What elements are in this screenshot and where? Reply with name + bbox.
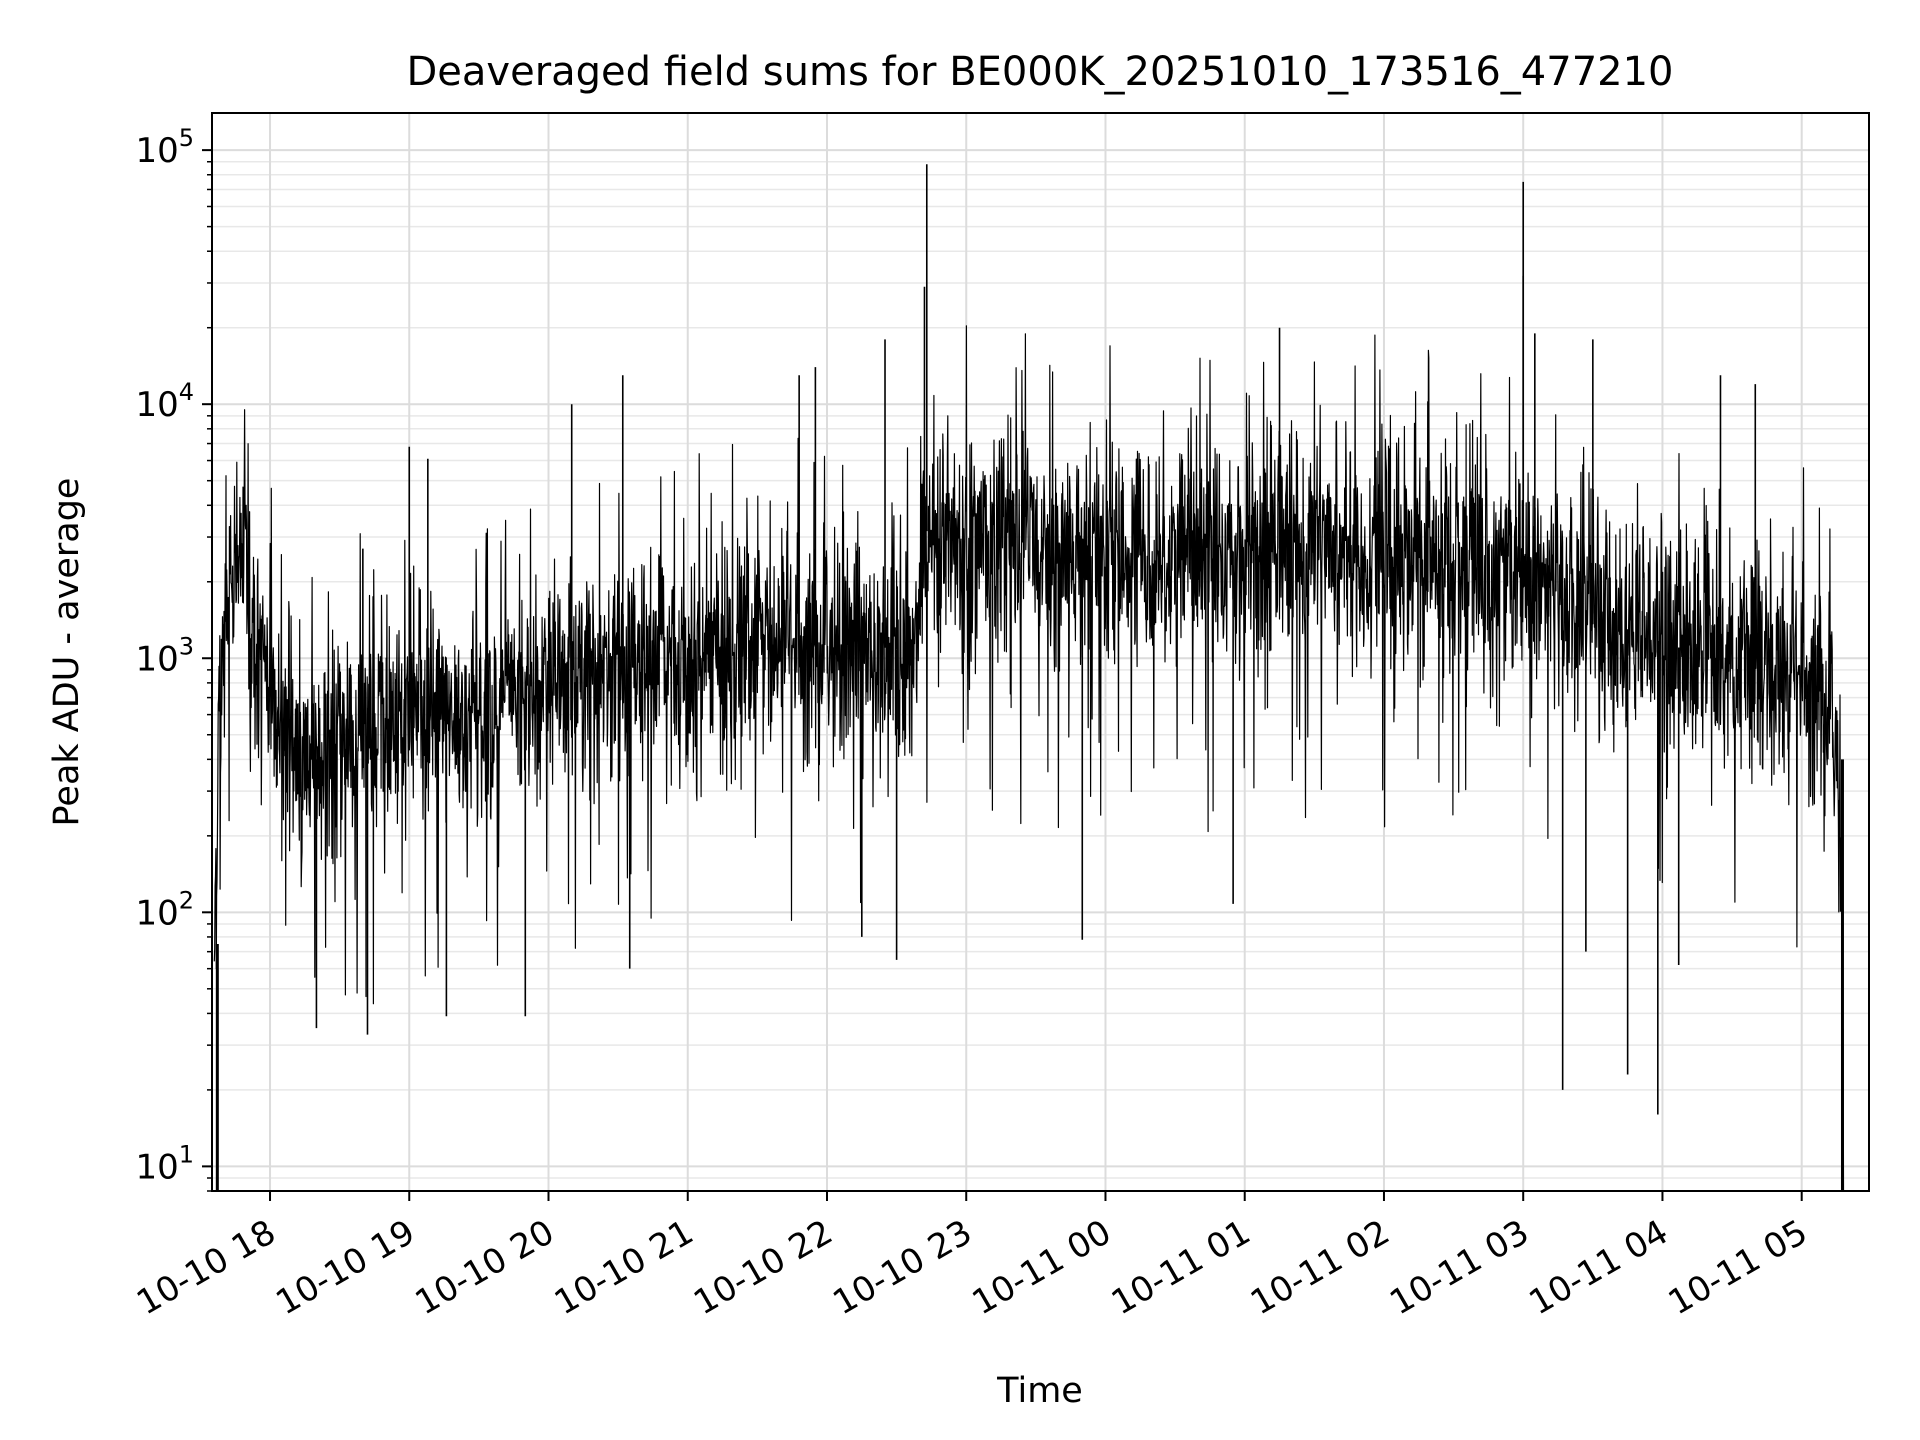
y-tick-label: 103 <box>135 632 194 679</box>
y-tick-label: 102 <box>135 886 194 933</box>
series-trace <box>213 325 1845 1191</box>
y-tick-label: 104 <box>135 378 194 425</box>
x-axis-label: Time <box>996 1371 1083 1411</box>
series-line <box>213 164 1845 1191</box>
plot-frame <box>211 112 1870 1192</box>
y-tick-label: 105 <box>135 124 194 171</box>
plot-area <box>213 164 1845 1191</box>
y-axis-ticks: 101 102 103 104 105 <box>135 124 212 1192</box>
y-tick-label: 101 <box>135 1140 194 1187</box>
y-axis-label: Peak ADU - average <box>47 478 87 827</box>
chart-title: Deaveraged field sums for BE000K_2025101… <box>407 49 1674 95</box>
